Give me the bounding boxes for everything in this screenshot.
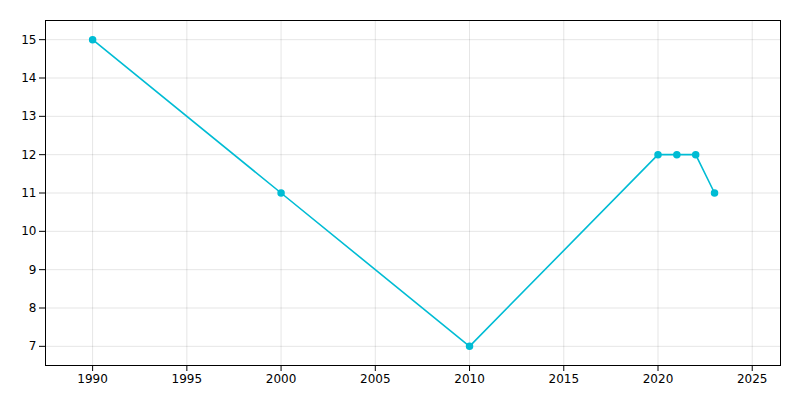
svg-text:9: 9 [29,263,37,277]
svg-text:1990: 1990 [77,372,108,386]
svg-text:12: 12 [21,148,36,162]
svg-text:11: 11 [21,186,36,200]
svg-text:2000: 2000 [266,372,297,386]
svg-text:15: 15 [21,33,36,47]
svg-text:2010: 2010 [454,372,485,386]
svg-text:7: 7 [29,339,37,353]
svg-text:13: 13 [21,109,36,123]
svg-text:1995: 1995 [172,372,203,386]
svg-text:2025: 2025 [737,372,768,386]
svg-text:2015: 2015 [548,372,579,386]
svg-text:14: 14 [21,71,36,85]
svg-text:8: 8 [29,301,37,315]
svg-text:10: 10 [21,224,36,238]
svg-text:2020: 2020 [643,372,674,386]
svg-text:2005: 2005 [360,372,391,386]
